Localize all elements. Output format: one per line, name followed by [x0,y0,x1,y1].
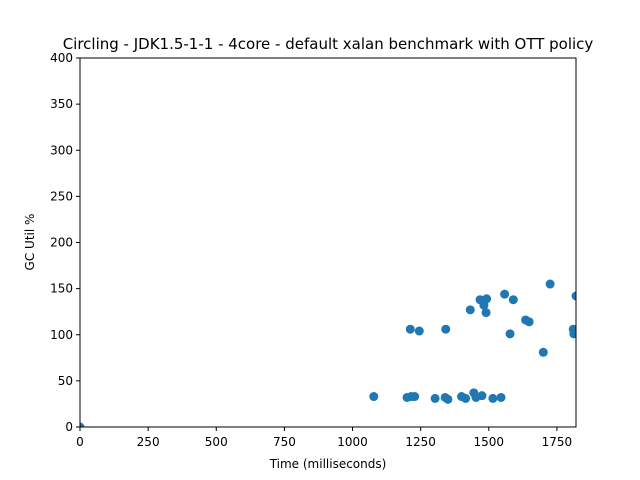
data-point [545,279,555,289]
data-point [524,317,534,327]
y-tick-label: 200 [50,236,73,250]
data-point [477,391,487,401]
data-point [414,326,424,336]
y-tick-label: 100 [50,328,73,342]
data-point [500,289,510,299]
x-tick-label: 750 [273,435,296,449]
data-point [508,295,518,305]
y-axis: 0 50 100 150 200 250 300 350 400 [50,51,80,434]
x-axis-label: Time (milliseconds) [269,457,387,471]
data-point [80,422,85,427]
x-tick-label: 250 [137,435,160,449]
y-tick-label: 50 [58,374,73,388]
data-point [369,392,379,402]
y-tick-label: 350 [50,97,73,111]
x-axis: 0 250 500 750 1000 1250 1500 1750 [76,427,572,449]
y-tick-label: 0 [65,420,73,434]
data-point [461,393,471,403]
data-points [80,279,576,427]
data-point [465,305,475,315]
x-tick-label: 1000 [337,435,368,449]
data-point [505,329,515,339]
data-point [482,294,492,304]
y-tick-label: 150 [50,282,73,296]
x-tick-label: 500 [205,435,228,449]
x-tick-label: 1500 [474,435,505,449]
data-point [488,393,498,403]
chart-title: Circling - JDK1.5-1-1 - 4core - default … [63,35,594,53]
data-point [496,392,506,402]
data-point [410,392,420,402]
data-point [443,394,453,404]
data-point [481,308,491,318]
y-tick-label: 400 [50,51,73,65]
data-point [569,329,576,339]
plot-frame [79,57,577,428]
data-point [538,347,548,357]
y-axis-label: GC Util % [23,214,37,271]
y-tick-label: 250 [50,189,73,203]
data-point [441,324,451,334]
data-point [430,393,440,403]
x-tick-label: 1250 [405,435,436,449]
y-tick-label: 300 [50,143,73,157]
data-point [405,324,415,334]
data-point [571,291,576,301]
x-tick-label: 0 [76,435,84,449]
x-tick-label: 1750 [542,435,573,449]
